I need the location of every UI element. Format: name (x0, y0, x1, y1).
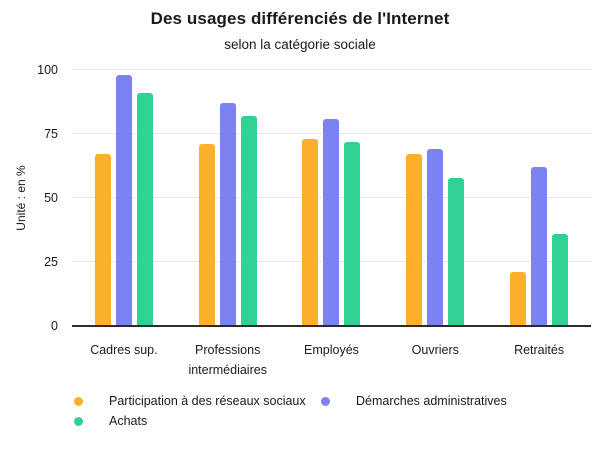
x-axis-line (72, 325, 591, 327)
chart-subtitle: selon la catégorie sociale (224, 37, 376, 52)
bar-group (176, 70, 280, 326)
legend: Participation à des réseaux sociaux Démar… (74, 391, 507, 431)
legend-dot-icon (321, 396, 330, 406)
legend-dot-icon (74, 416, 83, 426)
x-axis-label: Professions intermédiaires (176, 340, 280, 380)
bar-group (72, 70, 176, 326)
bar (427, 149, 444, 326)
bar (302, 139, 319, 326)
bar (94, 154, 111, 326)
gridline (72, 69, 591, 70)
y-tick-label: 25 (44, 255, 58, 269)
bar-group (487, 70, 591, 326)
x-axis-labels: Cadres sup. Professions intermédiaires Emp… (72, 340, 591, 380)
bar (552, 233, 569, 326)
legend-dot-icon (74, 396, 83, 406)
legend-label: Participation à des réseaux sociaux (109, 394, 306, 408)
bar (448, 177, 465, 326)
x-axis-label-text: Ouvriers (411, 343, 459, 357)
x-axis-label: Ouvriers (383, 340, 487, 380)
bar (198, 144, 215, 326)
y-axis-title: Unité : en % (14, 165, 28, 231)
legend-item: Participation à des réseaux sociaux (74, 391, 321, 411)
plot-area: 0 25 50 75 100 (37, 64, 591, 332)
x-axis-label-text: Cadres sup. (90, 343, 158, 357)
y-tick-label: 100 (37, 63, 58, 77)
bar (219, 103, 236, 326)
bar-groups (72, 70, 591, 326)
y-tick-label: 0 (51, 319, 58, 333)
x-axis-label-text: Retraités (514, 343, 565, 357)
y-tick-label: 75 (44, 127, 58, 141)
bar (510, 272, 527, 326)
bar (240, 116, 257, 326)
x-axis-label: Employés (280, 340, 384, 380)
legend-item: Achats (74, 411, 321, 431)
x-axis-label: Retraités (487, 340, 591, 380)
bar (323, 118, 340, 326)
bar (531, 167, 548, 326)
x-axis-label-text: Professions intermédiaires (188, 343, 267, 377)
bar (136, 93, 153, 326)
bar (115, 75, 132, 326)
chart-title: Des usages différenciés de l'Internet (150, 9, 450, 28)
bar-group (383, 70, 487, 326)
legend-item: Démarches administratives (321, 391, 507, 411)
legend-label: Achats (109, 414, 148, 428)
x-axis-label-text: Employés (304, 343, 359, 357)
x-axis-label: Cadres sup. (72, 340, 176, 380)
y-tick-label: 50 (44, 191, 58, 205)
legend-label: Démarches administratives (356, 394, 507, 408)
bar (406, 154, 423, 326)
bar-group (280, 70, 384, 326)
bar (344, 141, 361, 326)
